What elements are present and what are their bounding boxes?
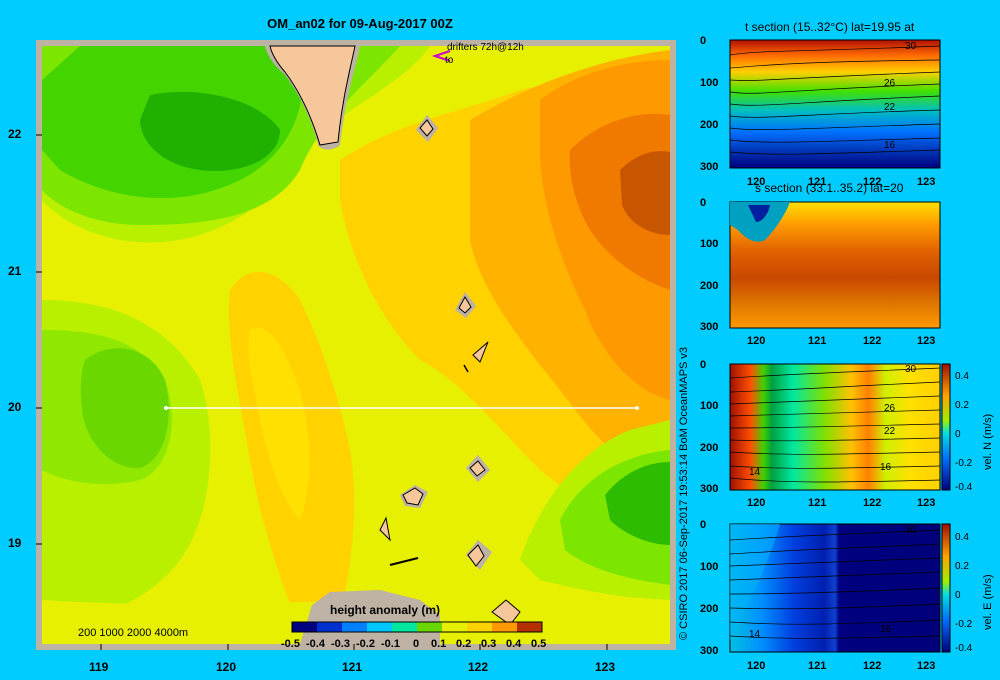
colorbar-tick: 0 (413, 638, 420, 650)
vn-lon-tick: 123 (917, 497, 936, 509)
vn-depth-tick: 0 (700, 359, 707, 371)
land-masses (265, 45, 521, 644)
s-section-panel (729, 201, 941, 329)
map-title: OM_an02 for 09-Aug-2017 00Z (267, 16, 453, 31)
vn-cb-tick: -0.4 (955, 482, 973, 493)
vn-contour-label: 16 (880, 462, 892, 473)
t-depth-tick: 0 (700, 35, 707, 47)
vn-colorbar (941, 363, 951, 491)
ve-cb-tick: 0.4 (955, 532, 969, 543)
vn-cb-tick: 0.2 (955, 400, 969, 411)
colorbar-tick: -0.4 (306, 638, 325, 650)
ve-contour-label: 14 (749, 629, 761, 640)
s-depth-tick: 200 (700, 280, 719, 292)
drifter-marker (431, 50, 451, 62)
s-depth-tick: 100 (700, 238, 719, 250)
colorbar-tick: -0.3 (331, 638, 350, 650)
section-panels (729, 39, 951, 653)
map-x-tick: 119 (89, 660, 109, 674)
ssh-field (42, 46, 670, 644)
height-anomaly-map (36, 40, 676, 650)
map-y-tick: 20 (8, 400, 22, 414)
ve-depth-tick: 200 (700, 603, 719, 615)
colorbar (291, 621, 543, 633)
ve-cb-tick: -0.4 (955, 643, 973, 654)
ve-lon-tick: 123 (917, 660, 936, 672)
t-depth-tick: 200 (700, 119, 719, 131)
drifters-sublabel: to (445, 55, 454, 66)
t-lon-tick: 122 (863, 176, 882, 188)
s-lon-tick: 121 (808, 335, 827, 347)
ve-depth-tick: 100 (700, 561, 719, 573)
ve-axis-label: vel. E (m/s) (982, 574, 994, 630)
ve-depth-tick: 0 (700, 519, 707, 531)
t-lon-tick: 121 (808, 176, 827, 188)
colorbar-label: height anomaly (m) (330, 603, 441, 617)
colorbar-tick: 0.3 (481, 638, 497, 650)
vn-contour-label: 14 (749, 467, 761, 478)
colorbar-tick: -0.1 (381, 638, 400, 650)
vn-contour-label: 26 (884, 403, 896, 414)
colorbar-tick: 0.1 (431, 638, 447, 650)
ve-lon-tick: 122 (863, 660, 882, 672)
colorbar-tick: 0.4 (506, 638, 522, 650)
vn-lon-tick: 120 (747, 497, 766, 509)
vn-depth-tick: 200 (700, 442, 719, 454)
colorbar-tick: 0.2 (456, 638, 472, 650)
vn-lon-tick: 121 (808, 497, 827, 509)
vn-contour-label: 22 (884, 426, 896, 437)
map-y-tick: 21 (8, 264, 22, 278)
vn-cb-tick: 0 (955, 429, 961, 440)
vn-cb-tick: -0.2 (955, 458, 973, 469)
vn-depth-tick: 300 (700, 483, 719, 495)
t-section-title: t section (15..32°C) lat=19.95 at (745, 20, 915, 34)
s-lon-tick: 123 (917, 335, 936, 347)
ve-colorbar (941, 523, 951, 653)
s-lon-tick: 120 (747, 335, 766, 347)
vn-axis-label: vel. N (m/s) (982, 413, 994, 470)
vn-lon-tick: 122 (863, 497, 882, 509)
s-depth-tick: 300 (700, 321, 719, 333)
ve-depth-tick: 300 (700, 645, 719, 657)
colorbar-tick: 0.5 (531, 638, 547, 650)
t-contour-label: 22 (884, 102, 896, 113)
ve-lon-tick: 121 (808, 660, 827, 672)
ve-lon-tick: 120 (747, 660, 766, 672)
vn-cb-tick: 0.4 (955, 371, 969, 382)
s-section-title: s section (33.1..35.2) lat=20 (755, 181, 904, 195)
t-lon-tick: 120 (747, 176, 766, 188)
t-depth-tick: 100 (700, 77, 719, 89)
map-x-tick: 123 (595, 660, 616, 674)
ve-cb-tick: -0.2 (955, 619, 973, 630)
t-lon-tick: 123 (917, 176, 936, 188)
vn-depth-tick: 100 (700, 400, 719, 412)
section-line (164, 406, 639, 410)
vn-contour-label: 30 (905, 364, 917, 375)
colorbar-ticks: -0.5 -0.4 -0.3 -0.2 -0.1 0 0.1 0.2 0.3 0… (281, 638, 551, 652)
map-x-tick: 122 (468, 660, 489, 674)
s-depth-tick: 0 (700, 197, 707, 209)
s-lon-tick: 122 (863, 335, 882, 347)
t-contour-label: 30 (905, 41, 917, 52)
colorbar-tick: -0.5 (281, 638, 300, 650)
colorbar-tick: -0.2 (356, 638, 375, 650)
t-contour-label: 26 (884, 78, 896, 89)
t-section-panel (729, 39, 941, 169)
ve-contour-label: 30 (905, 525, 917, 536)
drifters-label: drifters 72h@12h (447, 42, 524, 53)
vn-section-panel (729, 363, 951, 491)
depth-scale-label: 200 1000 2000 4000m (78, 627, 189, 639)
map-y-tick: 19 (8, 536, 22, 550)
ve-contour-label: 16 (880, 624, 892, 635)
ve-cb-tick: 0.2 (955, 561, 969, 572)
t-contour-label: 16 (884, 140, 896, 151)
map-y-tick: 22 (8, 127, 22, 141)
ve-section-panel (729, 523, 951, 653)
map-x-tick: 121 (342, 660, 363, 674)
ve-cb-tick: 0 (955, 590, 961, 601)
map-x-tick: 120 (216, 660, 237, 674)
t-depth-tick: 300 (700, 161, 719, 173)
